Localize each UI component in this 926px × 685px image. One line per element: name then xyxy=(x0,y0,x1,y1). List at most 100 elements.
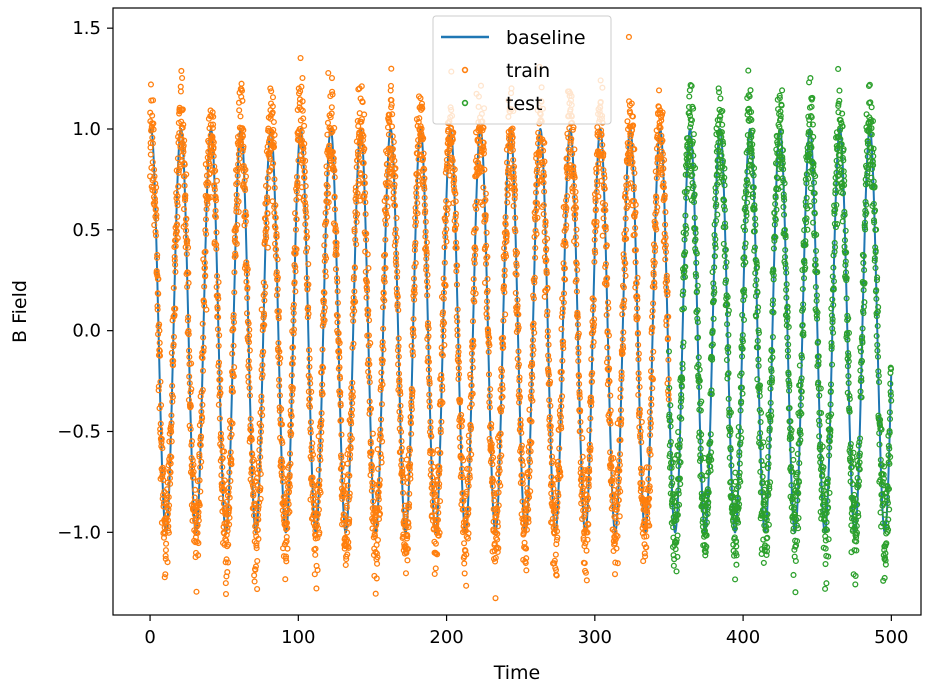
train-point xyxy=(562,225,569,232)
train-point xyxy=(515,348,522,355)
train-point xyxy=(380,252,388,259)
train-point xyxy=(412,222,419,229)
train-point xyxy=(455,358,462,366)
train-point xyxy=(166,438,173,445)
train-point xyxy=(410,315,417,323)
train-point xyxy=(179,74,186,82)
train-point xyxy=(395,343,402,350)
train-point xyxy=(312,551,319,558)
train-point xyxy=(552,551,559,558)
train-point xyxy=(205,180,212,187)
train-point xyxy=(334,313,341,320)
train-point xyxy=(304,244,311,252)
train-point xyxy=(215,295,222,302)
train-point xyxy=(167,469,174,476)
train-point xyxy=(434,503,441,511)
train-point xyxy=(503,230,510,237)
train-point xyxy=(202,272,209,279)
train-point xyxy=(642,553,649,560)
train-point xyxy=(169,382,176,389)
train-point xyxy=(438,398,445,405)
train-point xyxy=(388,65,395,72)
train-point xyxy=(210,139,217,146)
train-point xyxy=(183,171,190,178)
train-point xyxy=(231,269,238,276)
train-point xyxy=(492,595,499,602)
test-point xyxy=(807,185,814,192)
train-point xyxy=(410,352,417,359)
train-point xyxy=(364,311,372,318)
train-point xyxy=(213,245,220,252)
train-point xyxy=(274,274,281,281)
train-point xyxy=(264,210,271,217)
train-point xyxy=(412,260,419,267)
train-point xyxy=(466,456,473,464)
train-point xyxy=(232,252,239,259)
train-point xyxy=(393,234,400,241)
train-point xyxy=(348,406,356,413)
train-point xyxy=(246,332,253,339)
train-point xyxy=(182,192,189,199)
train-point xyxy=(519,476,526,483)
train-point xyxy=(226,505,233,512)
train-point xyxy=(482,260,490,267)
train-point xyxy=(186,422,193,429)
train-point xyxy=(269,94,277,101)
train-point xyxy=(462,547,469,554)
train-point xyxy=(249,451,256,458)
train-point xyxy=(419,105,426,112)
train-point xyxy=(370,498,377,505)
train-point xyxy=(149,159,156,166)
train-point xyxy=(441,244,448,251)
train-point xyxy=(349,379,356,386)
train-point xyxy=(249,479,256,486)
train-point xyxy=(526,406,533,413)
train-point xyxy=(262,216,269,223)
train-point xyxy=(210,121,217,128)
train-point xyxy=(424,271,431,278)
train-point xyxy=(436,467,443,474)
train-point xyxy=(168,349,175,356)
train-point xyxy=(426,403,433,410)
train-point xyxy=(384,213,391,220)
train-point xyxy=(452,210,459,217)
train-point xyxy=(572,204,580,211)
train-point xyxy=(200,344,207,351)
train-point xyxy=(261,312,268,319)
train-point xyxy=(152,180,159,187)
train-point xyxy=(618,416,625,423)
train-point xyxy=(365,307,372,314)
train-point xyxy=(401,541,408,548)
train-point xyxy=(175,167,183,174)
train-point xyxy=(527,448,534,455)
train-point xyxy=(436,480,443,488)
train-point xyxy=(497,430,504,437)
train-point xyxy=(377,433,384,440)
train-point xyxy=(358,83,365,90)
train-point xyxy=(252,566,259,573)
train-point xyxy=(504,159,511,166)
train-point xyxy=(600,215,607,222)
train-point xyxy=(243,212,250,219)
train-point xyxy=(528,388,535,395)
train-point xyxy=(449,136,456,143)
train-point xyxy=(391,157,398,164)
train-point xyxy=(216,415,223,422)
train-point xyxy=(239,97,246,104)
train-point xyxy=(333,243,340,250)
train-point xyxy=(292,268,299,275)
train-point xyxy=(529,343,536,350)
train-point xyxy=(376,505,383,512)
train-point xyxy=(453,268,460,275)
train-point xyxy=(365,332,372,339)
train-point xyxy=(337,452,345,459)
train-point xyxy=(202,248,209,255)
train-point xyxy=(420,183,428,190)
train-point xyxy=(373,560,381,567)
train-point xyxy=(362,211,369,218)
train-point xyxy=(583,577,590,584)
train-point xyxy=(258,374,265,381)
train-point xyxy=(624,118,631,125)
train-point xyxy=(420,135,427,142)
train-point xyxy=(379,342,386,350)
